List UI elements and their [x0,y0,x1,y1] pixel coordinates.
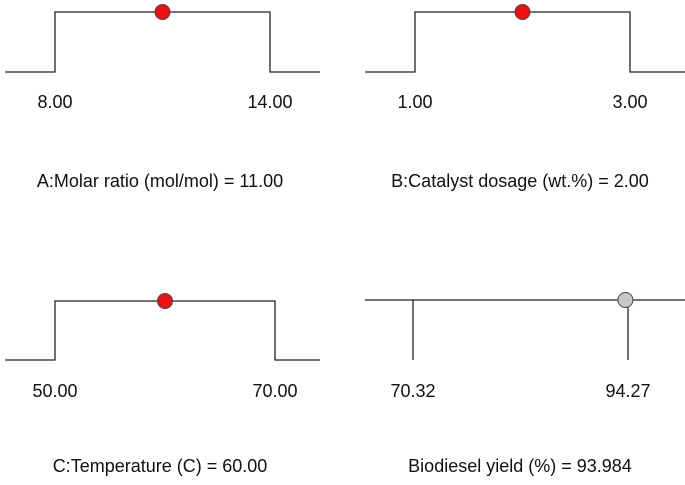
caption: C:Temperature (C) = 60.00 [53,456,268,476]
caption-name: A:Molar ratio (mol/mol) = [37,171,235,191]
caption-value: 11.00 [239,171,283,191]
low-label: 1.00 [397,92,432,112]
caption: Biodiesel yield (%) = 93.984 [408,456,632,476]
setting-dot [154,4,171,20]
setting-dot [514,4,531,20]
ramp-line [365,11,685,73]
ramp-line [5,11,320,73]
high-label: 94.27 [605,381,650,401]
high-label: 3.00 [612,92,647,112]
high-label: 14.00 [247,92,292,112]
low-label: 70.32 [390,381,435,401]
high-label: 70.00 [252,381,297,401]
caption-value: 2.00 [614,171,649,191]
setting-dot [157,293,173,309]
caption-value: 60.00 [222,456,267,476]
caption: B:Catalyst dosage (wt.%) = 2.00 [391,171,649,191]
setting-dot [617,292,634,308]
ramp-line [5,300,320,361]
low-label: 50.00 [32,381,77,401]
caption-name: C:Temperature (C) = [53,456,218,476]
caption: A:Molar ratio (mol/mol) = 11.00 [37,171,283,191]
caption-value: 93.984 [577,456,632,476]
low-label: 8.00 [37,92,72,112]
caption-name: B:Catalyst dosage (wt.%) = [391,171,609,191]
caption-name: Biodiesel yield (%) = [408,456,572,476]
